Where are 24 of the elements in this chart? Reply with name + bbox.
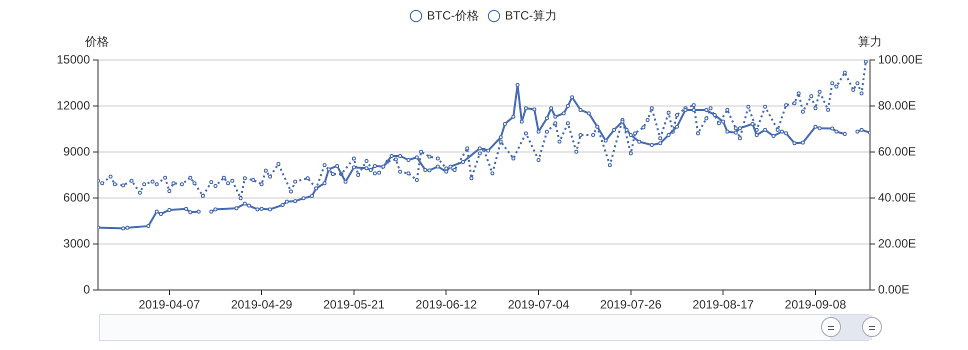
x-tick-label: 2019-05-21 [323,298,385,312]
y2-tick-label: 0.00E [878,282,910,296]
y2-tick-label: 100.00E [878,52,923,66]
y-tick-label: 15000 [56,52,90,66]
y-tick-label: 0 [83,282,90,296]
x-tick-label: 2019-07-04 [508,298,570,312]
x-tick-label: 2019-04-07 [138,298,200,312]
x-tick-label: 2019-04-29 [230,298,293,312]
legend-label: BTC-算力 [505,8,557,22]
x-tick-label: 2019-09-08 [784,298,846,312]
y2-tick-label: 60.00E [878,144,916,158]
y-tick-label: 3000 [63,236,90,250]
legend-label: BTC-价格 [427,8,480,22]
y2-tick-label: 80.00E [878,98,916,112]
y-tick-label: 6000 [63,190,90,204]
y2-tick-label: 40.00E [878,190,916,204]
y-tick-label: 9000 [63,144,90,158]
x-tick-label: 2019-06-12 [416,298,478,312]
y2-tick-label: 20.00E [878,236,916,250]
y-tick-label: 12000 [56,98,90,112]
x-tick-label: 2019-08-17 [692,298,754,312]
y2-axis-title: 算力 [858,34,882,48]
x-tick-label: 2019-07-26 [600,298,662,312]
y-axis-title: 价格 [84,34,109,48]
